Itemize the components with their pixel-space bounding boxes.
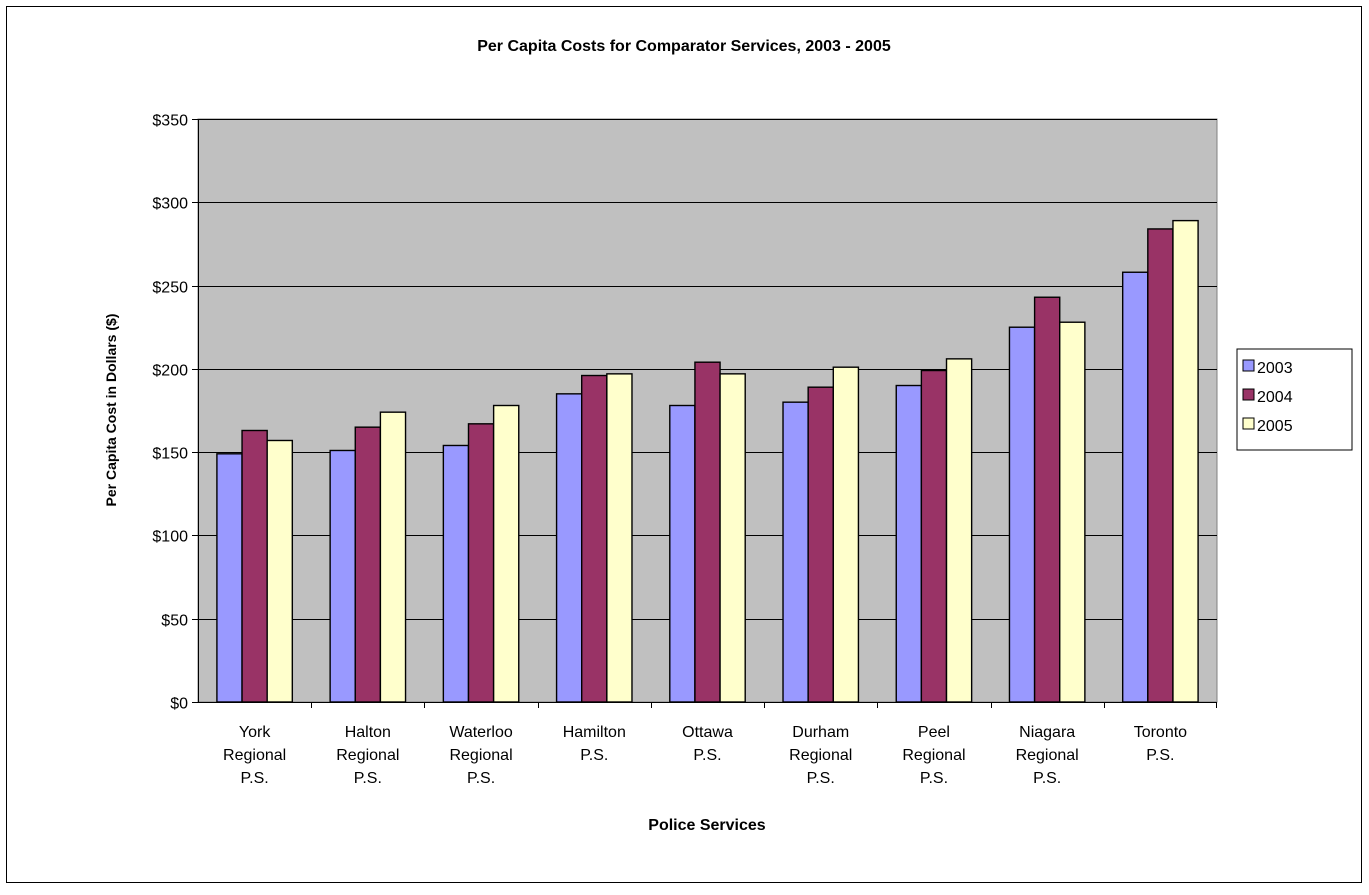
- bar-2003: [329, 449, 356, 703]
- bar-2005: [266, 439, 294, 703]
- x-tick-label: Regional: [902, 747, 965, 764]
- x-tick-label: Toronto: [1134, 724, 1187, 741]
- bar-2005: [379, 411, 407, 703]
- bar-2004: [467, 423, 495, 703]
- x-tick-label: P.S.: [354, 770, 382, 787]
- y-axis-title: Per Capita Cost in Dollars ($): [103, 314, 119, 507]
- x-axis-title: Police Services: [648, 817, 766, 834]
- x-tick-label: Ottawa: [682, 724, 733, 741]
- x-tick-label: Regional: [223, 747, 286, 764]
- y-tick-label: $300: [152, 196, 188, 213]
- bar-2004: [241, 429, 268, 703]
- x-tick-label: Halton: [345, 724, 391, 741]
- bar-2003: [895, 384, 923, 703]
- legend-swatch-2003: [1242, 359, 1255, 372]
- bar-2003: [782, 401, 809, 703]
- legend-label: 2003: [1257, 360, 1293, 377]
- bar-2005: [945, 358, 973, 703]
- y-tick-label: $150: [152, 446, 188, 463]
- x-tick-label: Regional: [449, 747, 512, 764]
- bar-2003: [555, 393, 583, 703]
- legend-label: 2005: [1257, 418, 1293, 435]
- x-tick-label: Durham: [792, 724, 849, 741]
- y-tick-label: $100: [152, 529, 188, 546]
- x-tick-label: P.S.: [807, 770, 835, 787]
- x-tick-label: Waterloo: [449, 724, 513, 741]
- y-tick-label: $350: [152, 113, 188, 130]
- x-tick-label: P.S.: [1033, 770, 1061, 787]
- x-tick-label: P.S.: [241, 770, 269, 787]
- legend: 2003 2004 2005: [1236, 348, 1353, 451]
- x-axis: York Regional P.S. Halton Regional P.S. Waterl…: [198, 702, 1217, 787]
- bar-2004: [694, 361, 721, 703]
- x-tick-label: P.S.: [580, 747, 608, 764]
- x-tick-label: P.S.: [920, 770, 948, 787]
- x-tick-label: Hamilton: [563, 724, 626, 741]
- bar-2003: [669, 404, 696, 703]
- bar-2004: [581, 374, 608, 703]
- bar-2003: [1008, 326, 1036, 703]
- chart-title: Per Capita Costs for Comparator Services…: [477, 38, 891, 55]
- y-axis: $0 $50 $100 $150 $200 $250 $300 $350: [152, 113, 199, 713]
- bars: [216, 219, 1199, 703]
- legend-swatch-2004: [1242, 388, 1255, 401]
- y-tick-label: $200: [152, 363, 188, 380]
- x-tick-label: P.S.: [467, 770, 495, 787]
- y-tick-label: $0: [170, 696, 188, 713]
- legend-label: 2004: [1257, 389, 1293, 406]
- bar-2003: [1121, 271, 1149, 703]
- x-tick-label: P.S.: [1146, 747, 1174, 764]
- bar-2005: [1172, 219, 1199, 703]
- bar-2004: [1033, 296, 1061, 703]
- legend-box: [1236, 348, 1353, 451]
- y-tick-label: $250: [152, 280, 188, 297]
- y-tick-label: $50: [161, 613, 188, 630]
- x-tick-label: Peel: [918, 724, 950, 741]
- bar-2005: [832, 366, 860, 703]
- x-tick-label: Regional: [336, 747, 399, 764]
- x-tick-label: Niagara: [1019, 724, 1075, 741]
- bar-2005: [719, 373, 746, 703]
- legend-swatch-2005: [1242, 417, 1255, 430]
- bar-2003: [442, 444, 470, 703]
- bar-2004: [1147, 228, 1174, 703]
- bar-2003: [216, 453, 243, 703]
- x-tick-label: Regional: [789, 747, 852, 764]
- bar-2005: [606, 373, 633, 703]
- x-tick-label: P.S.: [693, 747, 721, 764]
- bar-2005: [1059, 321, 1086, 703]
- bar-2004: [807, 386, 834, 703]
- x-tick-label: Regional: [1016, 747, 1079, 764]
- bar-2004: [354, 426, 382, 703]
- x-tick-label: York: [239, 724, 271, 741]
- bar-2005: [492, 404, 520, 703]
- bar-2004: [920, 369, 948, 703]
